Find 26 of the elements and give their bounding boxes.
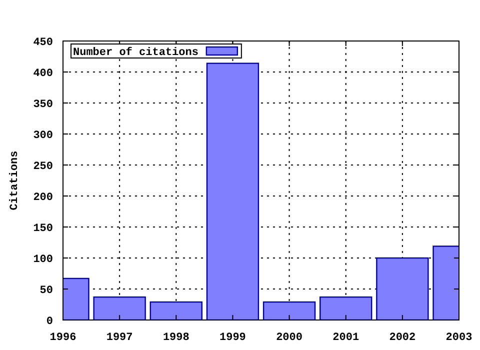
x-tick-label: 2000 [276, 332, 302, 344]
y-tick-label: 0 [46, 316, 53, 328]
bar [262, 301, 316, 320]
x-tick-label: 1997 [106, 332, 133, 344]
bar [320, 296, 372, 320]
y-tick-label: 350 [33, 98, 53, 111]
bar [150, 301, 202, 320]
bar [93, 296, 146, 320]
x-tick-label: 2002 [389, 332, 416, 344]
bar [206, 62, 260, 320]
y-tick-label: 300 [33, 130, 53, 142]
y-tick-label: 200 [33, 192, 53, 204]
legend-label: Number of citations [73, 46, 198, 59]
y-tick-label: 400 [33, 68, 53, 80]
y-tick-label: 150 [33, 222, 53, 235]
x-tick-label: 2001 [332, 332, 360, 344]
y-tick-label: 50 [40, 284, 53, 297]
x-tick-label: 1998 [162, 332, 190, 344]
y-tick-label: 250 [33, 160, 53, 173]
y-tick-label: 450 [33, 36, 53, 49]
x-tick-label: 1999 [220, 332, 246, 344]
x-tick-label: 2003 [446, 332, 473, 344]
y-tick-label: 100 [33, 254, 53, 266]
bar [376, 257, 429, 320]
x-tick-label: 1996 [50, 332, 76, 344]
y-axis-title: Citations [9, 150, 21, 210]
